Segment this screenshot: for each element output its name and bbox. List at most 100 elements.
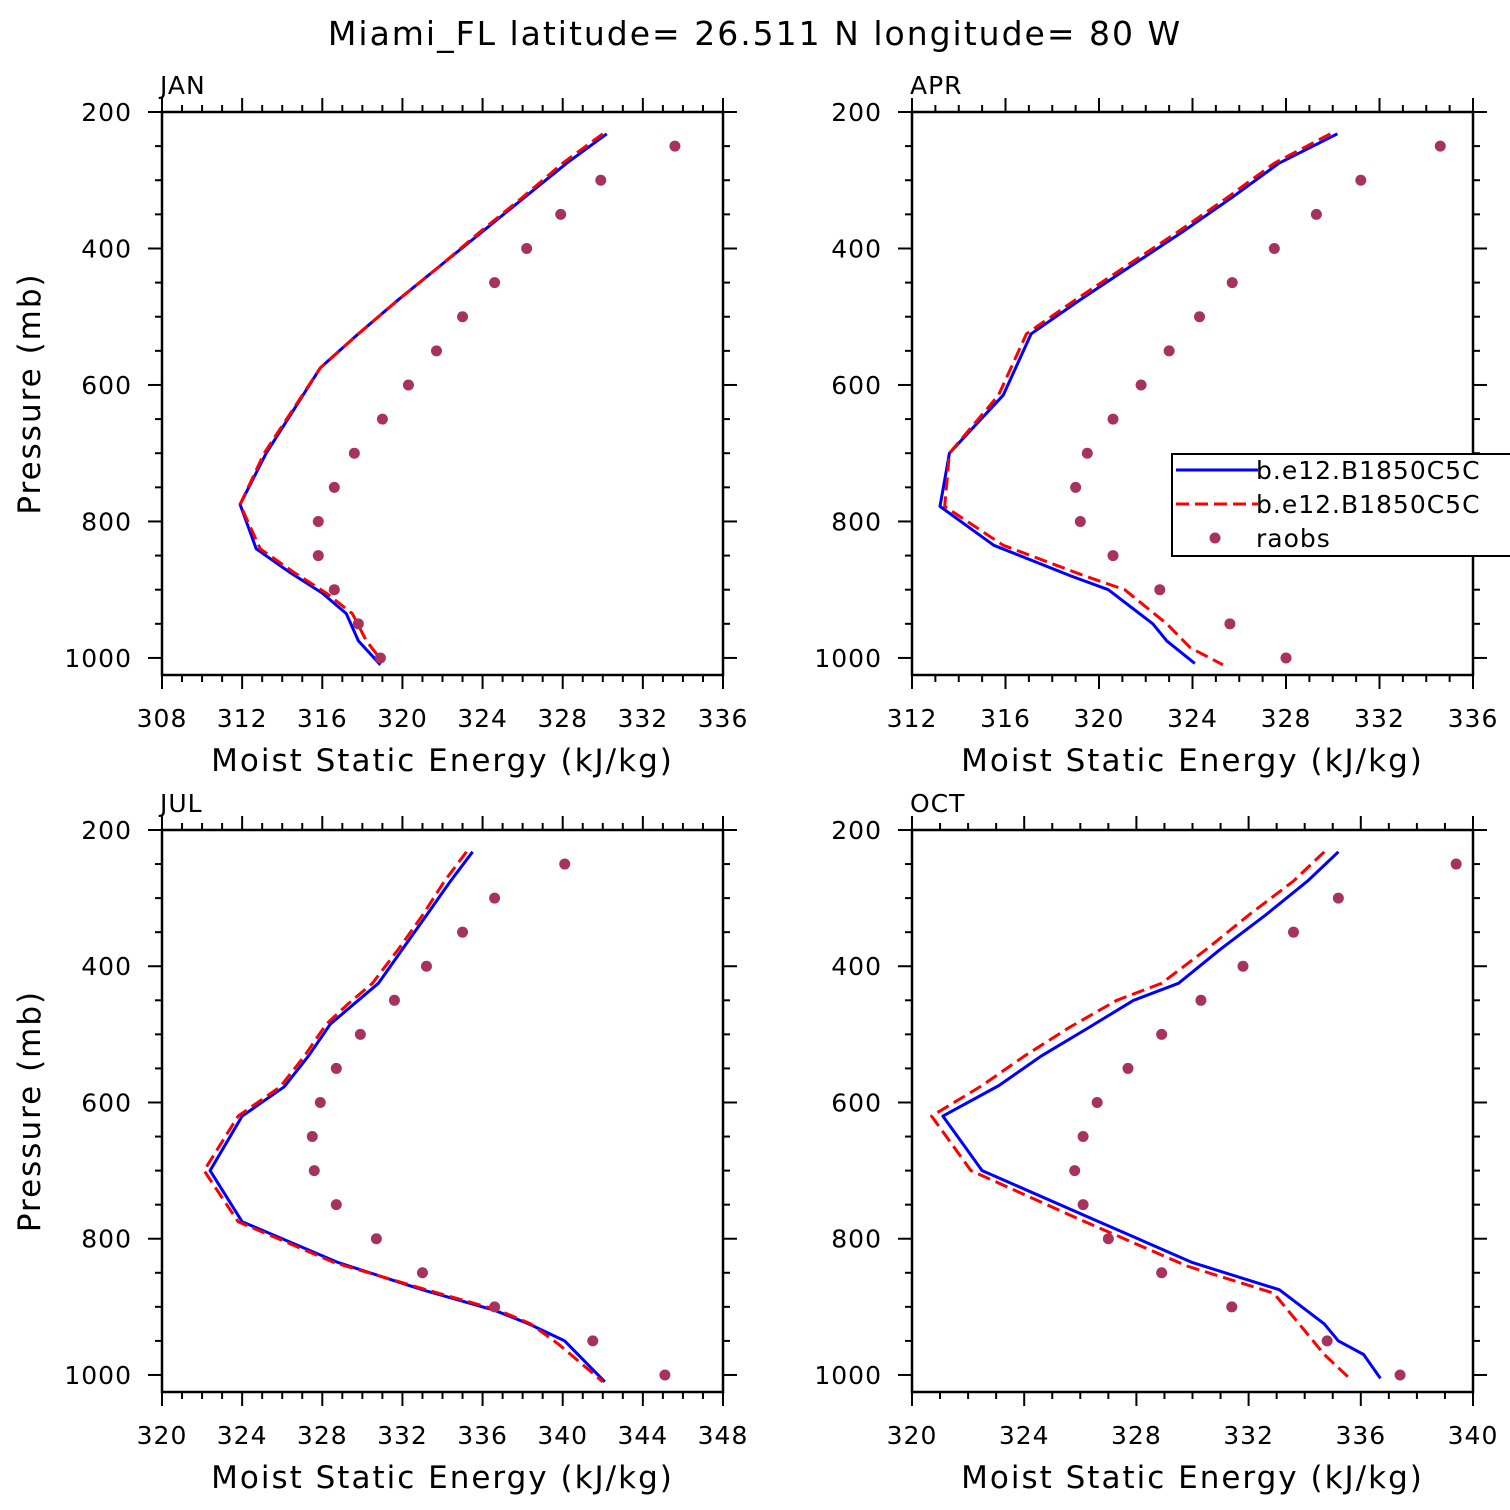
raobs-point-jul (308, 1165, 320, 1177)
y-tick-label-apr: 800 (831, 507, 882, 536)
x-tick-label-jul: 348 (698, 1421, 749, 1450)
raobs-point-oct (1195, 994, 1207, 1006)
raobs-point-jul (489, 892, 501, 904)
raobs-point-jul (354, 1028, 366, 1040)
raobs-point-jan (312, 550, 324, 562)
y-tick-label-apr: 400 (831, 234, 882, 263)
y-tick-label-apr: 200 (831, 98, 882, 127)
main-title: Miami_FL latitude= 26.511 N longitude= 8… (328, 14, 1182, 53)
panel-title-jan: JAN (158, 71, 206, 100)
raobs-point-oct (1332, 892, 1344, 904)
y-tick-label-jan: 200 (81, 98, 132, 127)
panel-apr: 312 316 320 324 328 332 336 200 400 600 800 1000 Moi… (814, 71, 1499, 779)
x-tick-label-jan: 332 (617, 704, 668, 733)
model-1-line-jul (208, 850, 606, 1383)
raobs-point-jan (489, 277, 501, 289)
raobs-point-apr (1070, 481, 1082, 493)
y-tick-label-apr: 600 (831, 371, 882, 400)
y-tick-label-jan: 600 (81, 371, 132, 400)
x-tick-label-jan: 324 (457, 704, 508, 733)
raobs-point-jan (374, 652, 386, 664)
raobs-point-oct (1077, 1131, 1089, 1143)
plot-frame-apr (910, 110, 1475, 677)
raobs-point-oct (1287, 926, 1299, 938)
legend-marker-raobs (1209, 532, 1221, 544)
raobs-point-apr (1434, 140, 1446, 152)
x-tick-label-jul: 336 (457, 1421, 508, 1450)
x-tick-label-jan: 312 (217, 704, 268, 733)
panel-oct: 320 324 328 332 336 340 200 400 600 800 1000 Moist … (814, 789, 1497, 1496)
y-tick-label-jul: 1000 (64, 1361, 132, 1390)
raobs-point-jul (659, 1369, 671, 1381)
raobs-point-jan (376, 413, 388, 425)
raobs-point-jul (388, 994, 400, 1006)
x-tick-label-oct: 328 (1111, 1421, 1162, 1450)
panel-title-apr: APR (910, 71, 963, 100)
y-tick-label-oct: 800 (831, 1225, 882, 1254)
raobs-point-apr (1355, 174, 1367, 186)
raobs-point-apr (1135, 379, 1147, 391)
x-tick-label-apr: 320 (1074, 704, 1125, 733)
raobs-point-jul (370, 1233, 382, 1245)
raobs-point-jul (489, 1301, 501, 1313)
raobs-point-jan (348, 447, 360, 459)
raobs-point-apr (1163, 345, 1175, 357)
raobs-point-jul (416, 1267, 428, 1279)
raobs-point-jul (306, 1131, 318, 1143)
y-tick-label-jul: 800 (81, 1225, 132, 1254)
plot-frame-jan (160, 110, 725, 677)
y-tick-label-jan: 800 (81, 507, 132, 536)
x-tick-label-apr: 316 (980, 704, 1031, 733)
legend-label-model-1: b.e12.B1850C5C (1256, 456, 1481, 485)
x-tick-label-oct: 336 (1335, 1421, 1386, 1450)
raobs-point-apr (1154, 584, 1166, 596)
raobs-point-oct (1321, 1335, 1333, 1347)
y-tick-label-jul: 200 (81, 816, 132, 845)
y-axis-label-jan: Pressure (mb) (12, 272, 48, 514)
x-tick-label-jul: 324 (217, 1421, 268, 1450)
model-2-line-jul (202, 850, 604, 1383)
raobs-point-apr (1074, 515, 1086, 527)
model-2-line-jan (238, 132, 604, 663)
model-1-line-apr (938, 132, 1339, 665)
y-tick-label-jan: 1000 (64, 644, 132, 673)
x-tick-label-oct: 320 (887, 1421, 938, 1450)
raobs-point-jan (669, 140, 681, 152)
raobs-point-apr (1107, 550, 1119, 562)
raobs-point-oct (1077, 1199, 1089, 1211)
raobs-point-oct (1394, 1369, 1406, 1381)
raobs-point-jan (430, 345, 442, 357)
raobs-point-jan (595, 174, 607, 186)
x-tick-label-jul: 328 (297, 1421, 348, 1450)
y-tick-label-apr: 1000 (814, 644, 882, 673)
panel-title-jul: JUL (158, 789, 203, 818)
raobs-point-oct (1450, 858, 1462, 870)
x-tick-label-apr: 312 (887, 704, 938, 733)
raobs-point-oct (1226, 1301, 1238, 1313)
model-2-line-oct (930, 850, 1351, 1380)
plot-frame-oct (910, 828, 1475, 1394)
x-tick-label-apr: 336 (1448, 704, 1499, 733)
x-tick-label-jan: 316 (297, 704, 348, 733)
raobs-point-jan (521, 242, 533, 254)
x-tick-label-jul: 332 (377, 1421, 428, 1450)
raobs-point-jan (555, 208, 567, 220)
y-tick-label-oct: 600 (831, 1088, 882, 1117)
raobs-point-apr (1226, 277, 1238, 289)
x-tick-label-jan: 308 (137, 704, 188, 733)
raobs-point-jan (312, 515, 324, 527)
y-tick-label-jul: 600 (81, 1088, 132, 1117)
raobs-point-oct (1156, 1028, 1168, 1040)
raobs-point-jan (328, 481, 340, 493)
raobs-point-apr (1107, 413, 1119, 425)
panel-title-oct: OCT (910, 789, 965, 818)
x-axis-label-jan: Moist Static Energy (kJ/kg) (211, 743, 674, 779)
x-tick-label-jan: 328 (537, 704, 588, 733)
legend-label-model-2: b.e12.B1850C5C (1256, 490, 1481, 519)
raobs-point-jul (457, 926, 469, 938)
x-axis-label-apr: Moist Static Energy (kJ/kg) (961, 743, 1424, 779)
x-axis-label-oct: Moist Static Energy (kJ/kg) (961, 1460, 1424, 1496)
raobs-point-jul (420, 960, 432, 972)
raobs-point-oct (1091, 1096, 1103, 1108)
raobs-point-apr (1280, 652, 1292, 664)
